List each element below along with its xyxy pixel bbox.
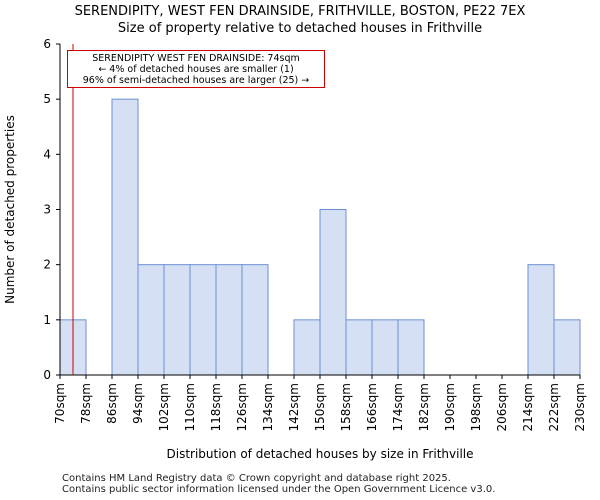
x-tick-label: 78sqm xyxy=(79,383,93,424)
annotation-line-2: ← 4% of detached houses are smaller (1) xyxy=(98,64,294,75)
histogram-bar xyxy=(553,319,581,376)
histogram-bar xyxy=(319,209,347,376)
x-tick-label: 190sqm xyxy=(443,383,457,431)
x-tick-label: 70sqm xyxy=(53,383,67,424)
x-tick-label: 94sqm xyxy=(131,383,145,424)
x-axis-title: Distribution of detached houses by size … xyxy=(167,447,474,461)
histogram-bar xyxy=(371,319,399,376)
x-tick-label: 158sqm xyxy=(339,383,353,431)
y-tick-label: 6 xyxy=(43,37,51,51)
x-tick-label: 174sqm xyxy=(391,383,405,431)
y-tick-label: 0 xyxy=(43,368,51,382)
footer-line-1: Contains HM Land Registry data © Crown c… xyxy=(62,473,451,484)
y-tick-label: 5 xyxy=(43,92,51,106)
y-tick-label: 2 xyxy=(43,258,51,272)
y-tick-label: 1 xyxy=(43,313,51,327)
y-tick-label: 3 xyxy=(43,203,51,217)
annotation-line-3: 96% of semi-detached houses are larger (… xyxy=(82,75,310,86)
histogram-bar xyxy=(293,319,321,376)
histogram-bar xyxy=(137,264,165,376)
x-tick-label: 214sqm xyxy=(521,383,535,431)
histogram-bar xyxy=(241,264,269,376)
x-tick-label: 126sqm xyxy=(235,383,249,431)
chart-subtitle: Size of property relative to detached ho… xyxy=(117,21,483,36)
histogram-bar xyxy=(189,264,217,376)
y-tick-label: 4 xyxy=(43,147,51,161)
x-tick-label: 86sqm xyxy=(105,383,119,424)
x-tick-label: 230sqm xyxy=(573,383,587,431)
x-tick-label: 134sqm xyxy=(261,383,275,431)
x-tick-label: 102sqm xyxy=(157,383,171,431)
x-tick-label: 222sqm xyxy=(547,383,561,431)
x-tick-label: 110sqm xyxy=(183,383,197,431)
histogram-bar xyxy=(527,264,555,376)
x-tick-label: 150sqm xyxy=(313,383,327,431)
x-tick-label: 206sqm xyxy=(495,383,509,431)
annotation-line-1: SERENDIPITY WEST FEN DRAINSIDE: 74sqm xyxy=(92,53,300,64)
x-tick-label: 118sqm xyxy=(209,383,223,431)
x-tick-label: 142sqm xyxy=(287,383,301,431)
chart-title: SERENDIPITY, WEST FEN DRAINSIDE, FRITHVI… xyxy=(74,4,526,19)
histogram-bar xyxy=(397,319,425,376)
x-tick-label: 182sqm xyxy=(417,383,431,431)
footer-line-2: Contains public sector information licen… xyxy=(62,484,496,495)
property-annotation-box: SERENDIPITY WEST FEN DRAINSIDE: 74sqm ← … xyxy=(67,50,325,88)
x-tick-label: 166sqm xyxy=(365,383,379,431)
histogram-bar xyxy=(345,319,373,376)
histogram-bar xyxy=(215,264,243,376)
histogram-bar xyxy=(111,98,139,376)
histogram-bar xyxy=(163,264,191,376)
y-axis-title: Number of detached properties xyxy=(3,115,17,304)
x-tick-label: 198sqm xyxy=(469,383,483,431)
